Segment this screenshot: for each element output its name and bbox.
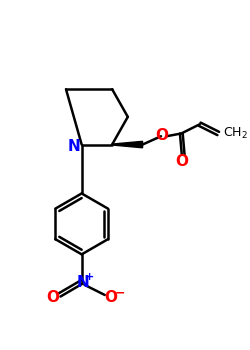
Text: O: O: [156, 128, 168, 143]
Text: −: −: [114, 287, 125, 300]
Text: +: +: [84, 272, 94, 282]
Text: O: O: [46, 290, 60, 305]
Text: O: O: [105, 290, 118, 305]
Text: N: N: [68, 139, 81, 154]
Polygon shape: [112, 141, 142, 148]
Text: N: N: [76, 274, 89, 289]
Text: O: O: [176, 154, 189, 169]
Text: CH$_2$: CH$_2$: [223, 126, 248, 141]
